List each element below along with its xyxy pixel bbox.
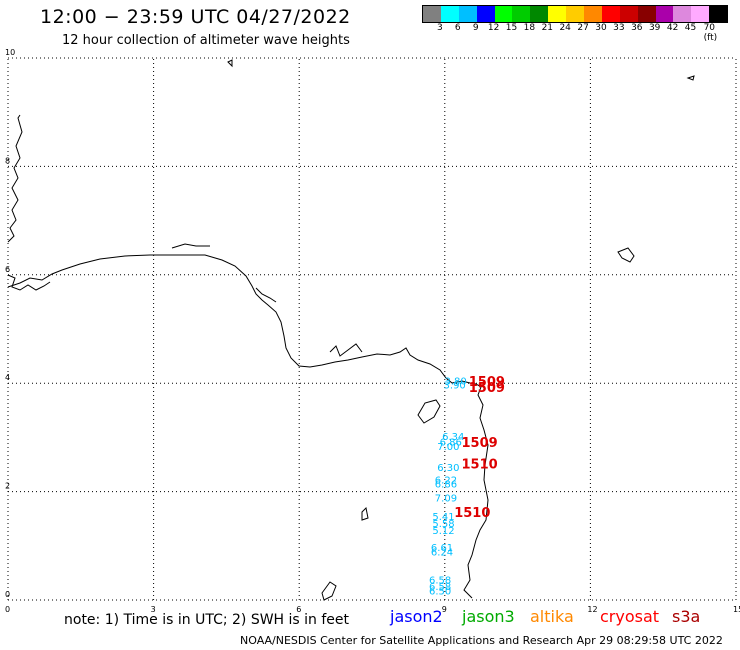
island-1: [417, 399, 441, 424]
legend-tick-label: 45: [684, 23, 697, 33]
x-tick-label: 3: [151, 605, 156, 614]
axis-labels: 0 3 6 9 12 15 0 2 4 6 8 10: [5, 48, 740, 614]
pass-time-label: 1509: [461, 436, 497, 451]
map-grid: [7, 57, 737, 601]
legend-tick-label: 70 (ft): [703, 23, 718, 43]
legend-tick-label: 39: [648, 23, 661, 33]
legend-tick-label: 24: [559, 23, 571, 33]
pass-time-label: 1509: [469, 375, 505, 390]
y-tick-label: 4: [5, 373, 10, 382]
legend-tick-label: 18: [523, 23, 536, 33]
legend-swatch: [423, 6, 441, 22]
pass-time-label: 1509: [469, 381, 505, 396]
y-tick-label: 6: [5, 265, 10, 274]
legend-swatch: [619, 6, 638, 22]
x-tick-label: 0: [5, 605, 10, 614]
swh-value-label: 6.24: [431, 548, 453, 559]
y-tick-label: 2: [5, 482, 10, 491]
x-tick-label: 15: [733, 605, 740, 614]
island-2: [321, 581, 337, 601]
legend-tick-label: 15: [505, 23, 518, 33]
satellite-legend-jason2: jason2: [390, 607, 443, 626]
legend-swatch: [601, 6, 620, 22]
legend-swatch: [584, 6, 602, 22]
island-5: [227, 59, 233, 68]
swh-value-label: 5.41: [432, 512, 454, 523]
map-title: 12:00 − 23:59 UTC 04/27/2022: [40, 6, 351, 28]
swh-value-label: 5.12: [432, 526, 454, 537]
y-tick-label: 0: [5, 590, 10, 599]
swh-value-label: 6.86: [440, 438, 462, 449]
coastline-west: [7, 114, 23, 243]
color-legend: [422, 5, 729, 23]
legend-swatch: [512, 6, 531, 22]
swh-value-label: 6.58: [429, 582, 451, 593]
swh-value-label: 6.22: [435, 475, 457, 486]
legend-tick-label: 27: [577, 23, 589, 33]
coastline-bay: [7, 274, 51, 291]
map-subtitle: 12 hour collection of altimeter wave hei…: [62, 33, 350, 48]
legend-tick-label: 21: [541, 23, 554, 33]
units-note: note: 1) Time is in UTC; 2) SWH is in fe…: [64, 612, 350, 628]
legend-swatch: [637, 6, 656, 22]
legend-swatch: [494, 6, 513, 22]
swh-value-label: 6.86: [435, 479, 457, 490]
coastline: [7, 59, 695, 601]
swh-value-label: 6.61: [431, 543, 453, 554]
swh-value-label: 6.58: [429, 576, 451, 587]
swh-value-label: 6.50: [429, 587, 451, 598]
swh-value-label: 7.00: [437, 442, 459, 453]
island-3: [617, 247, 635, 263]
swh-value-label: 7.09: [435, 493, 457, 504]
satellite-legend-s3a: s3a: [672, 607, 701, 626]
island-4: [361, 506, 369, 521]
pass-time-label: 1510: [461, 457, 497, 472]
credit-footer: NOAA/NESDIS Center for Satellite Applica…: [240, 634, 723, 647]
legend-tick-label: 30: [595, 23, 607, 33]
legend-swatch: [440, 6, 459, 22]
legend-tick-label: 36: [631, 23, 643, 33]
legend-swatch: [458, 6, 477, 22]
x-tick-label: 9: [442, 605, 447, 614]
legend-tick-label: 3: [437, 23, 443, 33]
inlet-1: [171, 243, 210, 249]
swh-value-label: 6.34: [442, 432, 464, 443]
legend-swatch: [673, 6, 692, 22]
wave-height-labels: 3.803.906.346.867.006.306.226.867.095.41…: [429, 376, 467, 597]
color-legend-ticks: 3 6 9 12 15 18 21 24 27 30 33 36 39 42 45 70 (ft): [422, 23, 740, 43]
legend-swatch: [655, 6, 674, 22]
swh-value-label: 3.80: [445, 376, 467, 387]
legend-tick-label: 12: [487, 23, 500, 33]
swh-value-label: 5.58: [432, 519, 454, 530]
y-tick-label: 10: [5, 48, 15, 57]
satellite-legend-altika: altika: [530, 607, 574, 626]
legend-tick-label: 6: [454, 23, 461, 33]
pass-time-label: 1510: [454, 506, 490, 521]
x-tick-label: 12: [587, 605, 597, 614]
legend-tick-label: 42: [666, 23, 679, 33]
legend-swatch: [548, 6, 567, 22]
satellite-legend-cryosat: cryosat: [600, 607, 660, 626]
inlet-3: [329, 343, 363, 357]
island-6: [686, 75, 695, 81]
legend-swatch: [709, 6, 728, 22]
swh-value-label: 6.30: [437, 463, 459, 474]
y-tick-label: 8: [5, 156, 10, 165]
swh-value-label: 3.90: [444, 381, 466, 392]
inlet-2: [255, 287, 277, 303]
coastline-main: [7, 254, 489, 599]
satellite-legend-jason3: jason3: [462, 607, 515, 626]
legend-swatch: [566, 6, 585, 22]
legend-tick-label: 9: [472, 23, 479, 33]
legend-swatch: [476, 6, 495, 22]
legend-swatch: [530, 6, 549, 22]
legend-swatch: [691, 6, 710, 22]
x-tick-label: 6: [296, 605, 301, 614]
legend-tick-label: 33: [613, 23, 625, 33]
